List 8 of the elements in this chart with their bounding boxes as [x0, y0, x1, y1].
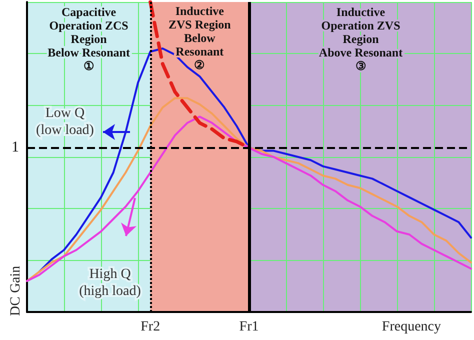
x-tick-label: Fr1 [239, 320, 259, 334]
x-tick-label: Fr2 [140, 320, 160, 334]
annotation: Capacitive Operation ZCS Region Below Resonant ① [48, 4, 130, 73]
y-axis-title: DC Gain [8, 266, 24, 316]
band-label: Inductive ZVS Region Below Resonant ② [168, 4, 232, 72]
x-axis-title: Frequency [382, 320, 441, 334]
ref-line-label: 1 [12, 140, 19, 156]
annotation: Inductive Operation ZVS Region Above Resonant ③ [318, 4, 403, 73]
